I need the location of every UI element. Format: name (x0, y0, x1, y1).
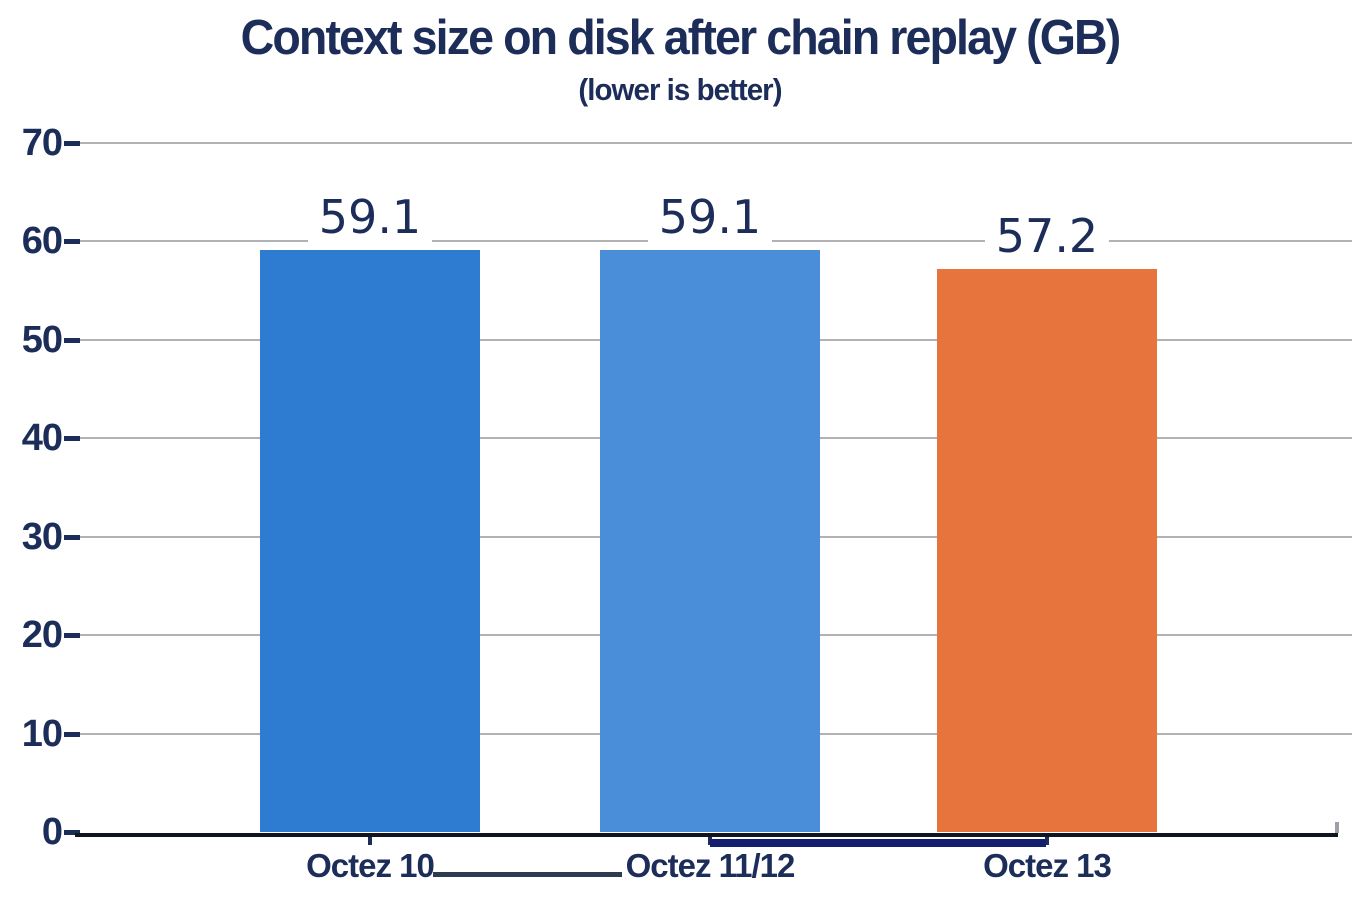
y-axis-label-50: 50 (21, 318, 63, 361)
annotation-line-b (710, 839, 1046, 847)
y-axis-label-70: 70 (21, 122, 63, 164)
bar-octez-13 (937, 268, 1157, 832)
y-axis-tick-60 (64, 239, 80, 245)
axis-end-tick (1335, 822, 1339, 833)
y-axis-label-30: 30 (21, 515, 63, 558)
y-axis-tick-70 (64, 141, 80, 146)
bar-octez-10 (260, 250, 480, 832)
bar-value-label: 59.1 (648, 190, 772, 245)
y-axis-label-40: 40 (21, 417, 63, 460)
bar-value-label: 59.1 (308, 190, 432, 245)
y-axis-tick-10 (64, 731, 80, 737)
x-axis-label-3: Octez 13 (983, 847, 1112, 884)
bar-octez-11-12 (600, 250, 820, 832)
gridline-70 (80, 142, 1352, 144)
y-axis-label-0: 0 (41, 811, 63, 853)
x-axis-tick-1 (368, 837, 372, 845)
chart-title: Context size on disk after chain replay … (240, 11, 1122, 65)
y-axis-tick-40 (64, 436, 80, 442)
y-axis-tick-30 (64, 534, 80, 540)
x-axis-tick-3 (1045, 837, 1049, 845)
bar-value-label: 57.2 (985, 208, 1109, 263)
y-axis-label-60: 60 (21, 220, 63, 263)
x-axis-line (75, 833, 1338, 837)
y-axis-tick-20 (64, 633, 80, 639)
y-axis-label-20: 20 (21, 614, 63, 657)
y-axis-label-10: 10 (21, 712, 63, 755)
y-axis-tick-50 (64, 337, 80, 343)
y-axis-tick-0 (64, 830, 80, 835)
x-axis-label-2: Octez 11/12 (625, 847, 796, 884)
x-axis-label-1: Octez 10 (306, 847, 435, 884)
chart-subtitle: (lower is better) (578, 72, 782, 107)
annotation-line-a (433, 872, 622, 877)
